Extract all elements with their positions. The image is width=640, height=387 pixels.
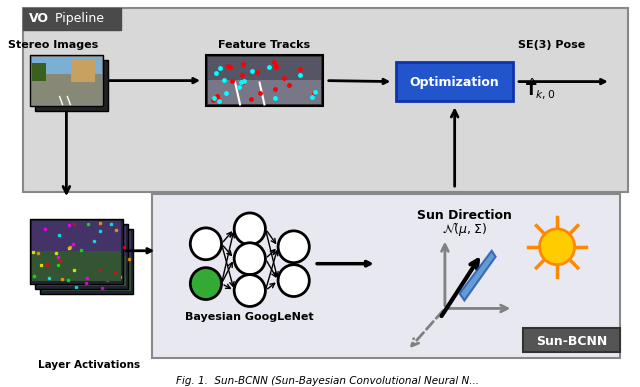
Bar: [24, 8, 121, 30]
Circle shape: [540, 229, 575, 265]
Bar: [152, 194, 621, 358]
Text: Feature Tracks: Feature Tracks: [218, 40, 310, 50]
Bar: [30, 55, 104, 106]
Bar: [40, 229, 132, 293]
Circle shape: [278, 265, 309, 296]
Text: VO: VO: [29, 12, 49, 25]
Text: $\mathcal{N}(\mu, \Sigma)$: $\mathcal{N}(\mu, \Sigma)$: [442, 220, 487, 238]
Text: $\hat{\mathbf{T}}_{k,0}$: $\hat{\mathbf{T}}_{k,0}$: [525, 77, 556, 102]
Bar: [32, 57, 102, 74]
Bar: [206, 55, 323, 106]
Text: Pipeline: Pipeline: [51, 12, 104, 25]
Bar: [37, 226, 126, 258]
Text: Fig. 1.  Sun-BCNN (Sun-Bayesian Convolutional Neural N...: Fig. 1. Sun-BCNN (Sun-Bayesian Convoluti…: [177, 376, 479, 386]
Text: Layer Activations: Layer Activations: [38, 360, 140, 370]
Bar: [35, 224, 128, 289]
Text: Sun-BCNN: Sun-BCNN: [536, 335, 607, 348]
Bar: [30, 219, 123, 284]
Bar: [523, 328, 621, 352]
Bar: [32, 63, 46, 80]
Bar: [32, 74, 102, 104]
Circle shape: [190, 228, 221, 260]
Bar: [32, 251, 121, 281]
Bar: [42, 231, 131, 263]
Circle shape: [234, 275, 266, 307]
Circle shape: [234, 213, 266, 245]
Bar: [32, 221, 121, 253]
Circle shape: [278, 231, 309, 263]
Polygon shape: [460, 251, 495, 300]
Bar: [24, 8, 628, 192]
Bar: [35, 60, 108, 111]
Text: Bayesian GoogLeNet: Bayesian GoogLeNet: [186, 312, 314, 322]
Text: Optimization: Optimization: [410, 76, 500, 89]
Circle shape: [234, 243, 266, 275]
Bar: [208, 80, 321, 104]
Text: Stereo Images: Stereo Images: [8, 40, 98, 50]
Bar: [37, 256, 126, 286]
Text: SE(3) Pose: SE(3) Pose: [518, 40, 586, 50]
Bar: [208, 57, 321, 104]
Circle shape: [190, 268, 221, 300]
Text: Sun Direction: Sun Direction: [417, 209, 512, 222]
Bar: [396, 62, 513, 101]
Bar: [42, 261, 131, 291]
Bar: [71, 60, 95, 82]
